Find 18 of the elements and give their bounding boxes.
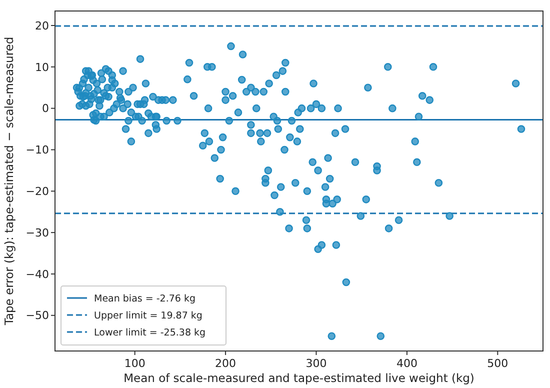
legend-label: Mean bias = -2.76 kg [94, 293, 196, 304]
x-tick-label: 300 [306, 357, 327, 370]
y-tick-label: −50 [26, 309, 49, 322]
y-tick-label: 20 [35, 19, 49, 32]
y-axis-title: Tape error (kg): tape-estimated − scale-measured [2, 36, 16, 326]
y-tick-label: −40 [26, 268, 49, 281]
x-tick-label: 100 [124, 357, 146, 370]
x-tick-label: 400 [396, 357, 418, 370]
y-tick-label: −20 [26, 184, 49, 198]
x-tick-label: 200 [215, 357, 236, 370]
x-axis-title: Mean of scale-measured and tape-estimated live weight (kg) [124, 371, 474, 385]
legend-label: Lower limit = -25.38 kg [94, 327, 206, 338]
y-tick-label: 10 [35, 60, 49, 74]
legend-label: Upper limit = 19.87 kg [94, 310, 202, 322]
y-tick-label: −30 [26, 226, 49, 240]
y-tick-label: −10 [26, 144, 49, 157]
y-tick-label: 0 [42, 102, 49, 116]
x-tick-label: 500 [487, 357, 508, 370]
